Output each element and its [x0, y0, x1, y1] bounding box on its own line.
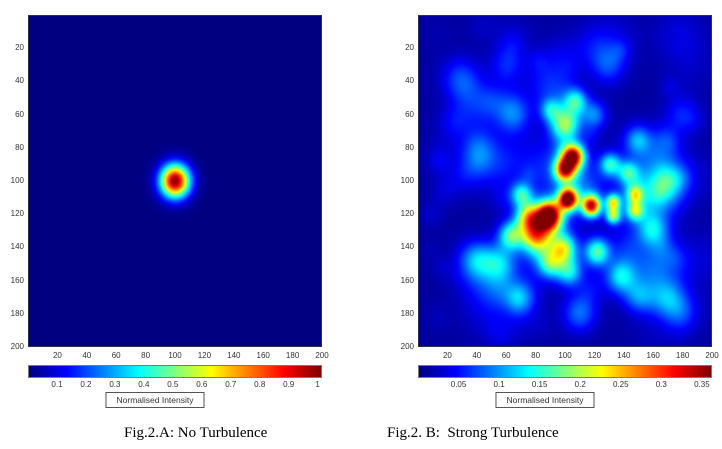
y-tick-label: 200	[400, 342, 414, 351]
caption-panel-a: Fig.2.A: No Turbulence	[124, 425, 268, 441]
y-tick-label: 140	[400, 242, 414, 252]
panel-no-turbulence: 20 40 60 80 100 120 140 160 180 200 20 40 60 80 100 12…	[11, 15, 329, 449]
x-tick-label: 120	[587, 351, 602, 360]
y-tick-label: 160	[400, 275, 414, 285]
colorbar-label-box: Normalised Intensity	[495, 392, 595, 408]
x-tick-label: 200	[705, 351, 719, 360]
y-tick-label: 60	[15, 109, 24, 119]
colorbar-tick-label: 0.05	[450, 380, 467, 389]
colorbar-tick-label: 0.15	[531, 380, 548, 389]
colorbar-label: Normalised Intensity	[506, 395, 584, 405]
x-tick-label: 200	[315, 351, 329, 360]
x-axis-ticks: 20 40 60 80 100 120 140 160 180 200	[418, 351, 719, 362]
x-tick-label: 140	[227, 351, 241, 360]
x-tick-label: 20	[442, 351, 452, 360]
colorbar-tick-label: 0.5	[167, 380, 179, 389]
y-axis-ticks: 20 40 60 80 100 120 140 160 180 200	[384, 15, 414, 351]
x-tick-label: 40	[82, 351, 92, 360]
y-tick-label: 160	[10, 275, 24, 285]
x-axis-ticks: 20 40 60 80 100 120 140 160 180 200	[28, 351, 329, 362]
y-tick-label: 20	[15, 43, 24, 53]
x-tick-label: 160	[256, 351, 270, 360]
y-tick-label: 20	[405, 43, 414, 53]
y-tick-label: 100	[400, 176, 414, 185]
colorbar-tick-label: 0.1	[51, 380, 63, 389]
y-tick-label: 120	[400, 209, 414, 219]
colorbar-tick-label: 0.3	[109, 380, 121, 389]
colorbar-ticks: 0.05 0.1 0.15 0.2 0.25 0.3 0.35	[418, 381, 712, 391]
colorbar-tick-label: 0.2	[80, 380, 92, 389]
colorbar-tick-label: 0.3	[655, 380, 667, 389]
x-tick-label: 20	[52, 351, 62, 360]
colorbar	[418, 365, 712, 378]
x-tick-label: 80	[141, 351, 151, 360]
x-tick-label: 140	[617, 351, 631, 360]
colorbar-ticks: 0.1 0.2 0.3 0.4 0.5 0.6 0.7 0.8 0.9 1	[28, 381, 322, 391]
y-tick-label: 140	[10, 242, 24, 252]
x-tick-label: 60	[111, 351, 121, 360]
colorbar-tick-label: 0.2	[574, 380, 586, 389]
colorbar-tick-label: 0.35	[694, 380, 710, 389]
y-tick-label: 40	[405, 76, 414, 86]
colorbar-tick-label: 0.6	[196, 380, 208, 389]
colorbar-tick-label: 0.8	[254, 380, 266, 389]
x-tick-label: 120	[197, 351, 212, 360]
colorbar-tick-label: 0.4	[138, 380, 150, 389]
y-tick-label: 180	[400, 308, 414, 318]
colorbar-tick-label: 0.9	[283, 380, 295, 389]
colorbar-tick-label: 0.1	[493, 380, 505, 389]
x-tick-label: 60	[501, 351, 511, 360]
y-axis-ticks: 20 40 60 80 100 120 140 160 180 200	[0, 15, 24, 351]
panel-strong-turbulence: 20 40 60 80 100 120 140 160 180 200 20 40 60 80 100 12…	[387, 15, 719, 449]
x-tick-label: 40	[472, 351, 482, 360]
x-tick-label: 100	[558, 351, 572, 360]
y-tick-label: 120	[10, 209, 24, 219]
y-tick-label: 180	[10, 308, 24, 318]
y-tick-label: 100	[10, 176, 24, 185]
colorbar	[28, 365, 322, 378]
y-tick-label: 40	[15, 76, 24, 86]
y-tick-label: 80	[405, 142, 414, 152]
caption-panel-b: Fig.2. B: Strong Turbulence	[387, 425, 559, 441]
y-tick-label: 60	[405, 109, 414, 119]
colorbar-tick-label: 0.25	[612, 380, 629, 389]
heatmap-strong-turbulence	[418, 15, 712, 347]
colorbar-label: Normalised Intensity	[116, 395, 194, 405]
colorbar-tick-label: 1	[315, 380, 320, 389]
y-tick-label: 200	[10, 342, 24, 351]
heatmap-no-turbulence	[28, 15, 322, 347]
x-tick-label: 160	[646, 351, 660, 360]
x-tick-label: 180	[675, 351, 690, 360]
colorbar-tick-label: 0.7	[225, 380, 237, 389]
y-tick-label: 80	[15, 142, 24, 152]
colorbar-label-box: Normalised Intensity	[105, 392, 205, 408]
x-tick-label: 100	[168, 351, 182, 360]
x-tick-label: 180	[285, 351, 300, 360]
x-tick-label: 80	[531, 351, 541, 360]
